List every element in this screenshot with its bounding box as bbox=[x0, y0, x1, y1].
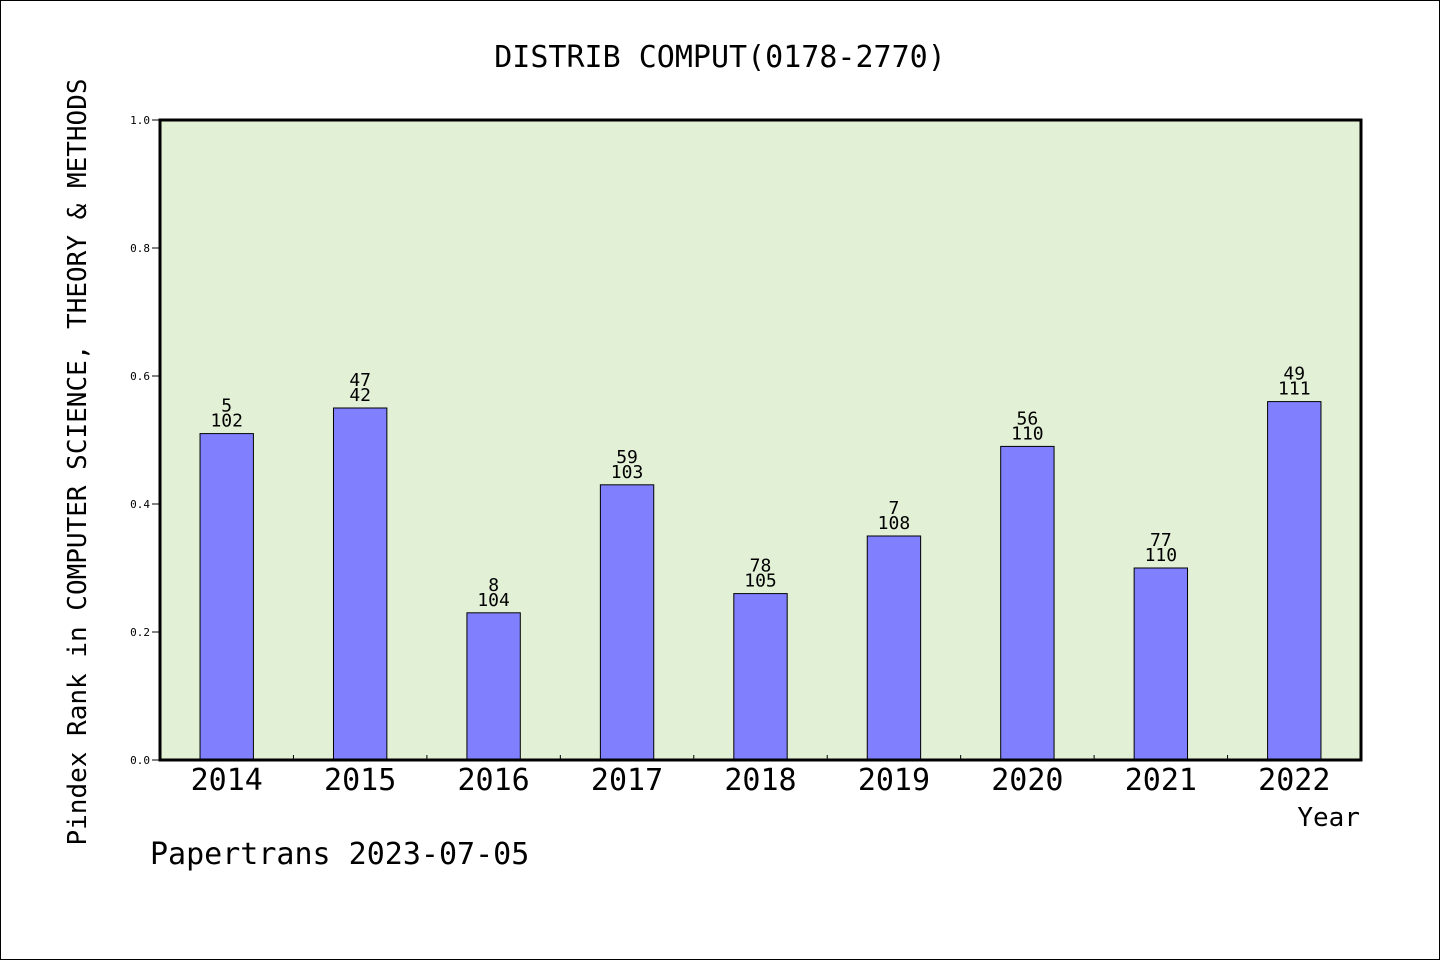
x-tick-label-2017: 2017 bbox=[591, 763, 663, 798]
bar-2014 bbox=[199, 433, 254, 761]
y-tick-label-1.0: 1.0 bbox=[130, 114, 150, 127]
bar-rank-label-2022: 49 bbox=[1283, 364, 1305, 385]
bar-2019 bbox=[866, 535, 922, 761]
bar-2016 bbox=[466, 612, 521, 761]
bar-total-label-2017: 103 bbox=[611, 462, 644, 483]
x-tick-label-2016: 2016 bbox=[457, 763, 529, 798]
bar-2017 bbox=[599, 484, 655, 761]
x-tick-label-2020: 2020 bbox=[991, 763, 1063, 798]
bar-rank-label-2018: 78 bbox=[750, 556, 772, 577]
plot-frame bbox=[158, 118, 1363, 762]
y-tick-label-0.4: 0.4 bbox=[130, 498, 150, 511]
bar-total-label-2014: 102 bbox=[210, 411, 243, 432]
y-tick-label-0.2: 0.2 bbox=[130, 626, 150, 639]
bar-total-label-2020: 110 bbox=[1011, 423, 1044, 444]
y-tick-label-0.0: 0.0 bbox=[130, 754, 150, 767]
y-axis-label: Pindex Rank in COMPUTER SCIENCE, THEORY … bbox=[63, 78, 93, 845]
y-tick-label-0.8: 0.8 bbox=[130, 242, 150, 255]
x-axis-label: Year bbox=[1297, 803, 1360, 833]
bar-2020 bbox=[1000, 445, 1055, 761]
x-tick-label-2022: 2022 bbox=[1258, 763, 1330, 798]
bar-2022 bbox=[1267, 401, 1322, 761]
bar-rank-label-2014: 5 bbox=[221, 396, 232, 417]
bars-group: 5102474281045910378105710856110771104911… bbox=[199, 364, 1322, 761]
x-tick-label-2019: 2019 bbox=[858, 763, 930, 798]
bar-rank-label-2017: 59 bbox=[616, 447, 638, 468]
bar-2018 bbox=[733, 593, 788, 761]
bar-rank-label-2019: 7 bbox=[889, 498, 900, 519]
bar-total-label-2019: 108 bbox=[878, 513, 911, 534]
x-tick-label-2014: 2014 bbox=[191, 763, 263, 798]
bar-rank-label-2021: 77 bbox=[1150, 530, 1172, 551]
bar-2021 bbox=[1133, 567, 1189, 761]
bar-rank-label-2016: 8 bbox=[488, 575, 499, 596]
footer-credit: Papertrans 2023-07-05 bbox=[150, 837, 529, 872]
bar-2015 bbox=[332, 407, 388, 761]
x-tick-label-2018: 2018 bbox=[724, 763, 796, 798]
bar-rank-label-2015: 47 bbox=[349, 370, 371, 391]
bar-total-label-2021: 110 bbox=[1145, 545, 1178, 566]
bar-total-label-2015: 42 bbox=[349, 385, 371, 406]
bar-rank-label-2020: 56 bbox=[1017, 408, 1039, 429]
chart-title: DISTRIB COMPUT(0178-2770) bbox=[494, 40, 946, 75]
axis-ticks-group: 2014 2015 2016 2017 2018 2019 2020 2021 2022 0.0 0… bbox=[130, 114, 1330, 798]
x-tick-label-2015: 2015 bbox=[324, 763, 396, 798]
bar-total-label-2018: 105 bbox=[744, 571, 777, 592]
bar-total-label-2022: 111 bbox=[1278, 379, 1311, 400]
bar-total-label-2016: 104 bbox=[477, 590, 510, 611]
y-tick-label-0.6: 0.6 bbox=[130, 370, 150, 383]
x-tick-label-2021: 2021 bbox=[1125, 763, 1197, 798]
